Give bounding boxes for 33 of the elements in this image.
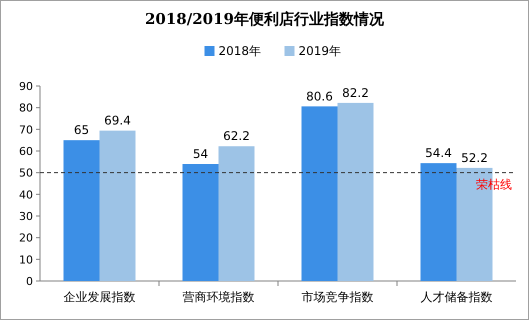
y-tick-label: 30 [19, 210, 33, 223]
bar [218, 146, 254, 281]
bar [182, 164, 218, 281]
legend-label: 2019年 [298, 44, 342, 58]
y-tick-label: 90 [19, 80, 33, 93]
ref-line-label: 荣枯线 [476, 178, 512, 192]
data-label: 52.2 [461, 150, 488, 165]
x-tick-label: 人才储备指数 [420, 290, 492, 304]
x-tick-label: 营商环境指数 [182, 290, 254, 304]
y-tick-label: 80 [19, 102, 33, 115]
chart-title: 2018/2019年便利店行业指数情况 [145, 10, 385, 28]
y-tick-label: 40 [19, 188, 33, 202]
legend-label: 2018年 [218, 44, 262, 58]
bar [64, 140, 100, 281]
data-label: 54 [192, 147, 208, 161]
bar [420, 163, 456, 281]
y-tick-label: 0 [26, 275, 33, 288]
data-label: 82.2 [342, 86, 369, 100]
y-tick-label: 10 [19, 253, 33, 266]
y-tick-label: 50 [19, 166, 33, 180]
bar [338, 102, 374, 281]
y-tick-label: 60 [19, 145, 33, 158]
data-label: 62.2 [223, 129, 250, 144]
y-tick-label: 20 [19, 232, 33, 245]
x-tick-label: 市场竞争指数 [302, 290, 374, 304]
data-label: 54.4 [425, 146, 452, 160]
bar [302, 106, 338, 281]
data-label: 80.6 [306, 89, 333, 104]
data-label: 65 [74, 123, 90, 138]
y-tick-label: 70 [19, 123, 33, 136]
data-label: 69.4 [104, 114, 131, 128]
x-tick-label: 企业发展指数 [64, 290, 136, 304]
bar [100, 130, 136, 281]
